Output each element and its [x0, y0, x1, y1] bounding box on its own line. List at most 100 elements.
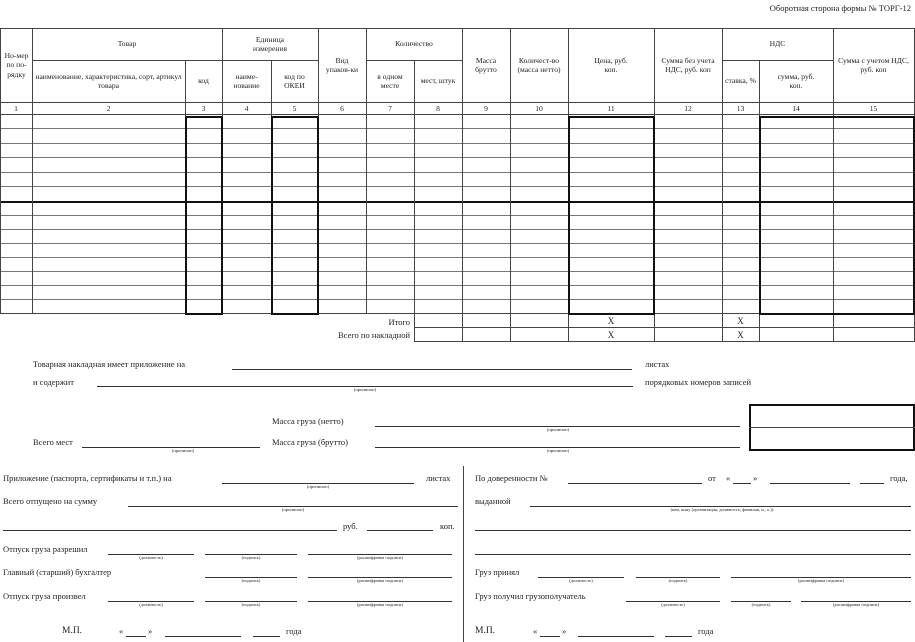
attachments-field[interactable] — [222, 483, 414, 484]
proxy-month-field[interactable] — [770, 483, 850, 484]
proxy-day-field[interactable] — [733, 483, 751, 484]
attachment-sheets-label: листах — [645, 359, 670, 369]
cargo-allowed-decode-field[interactable] — [308, 554, 452, 555]
attachments-sheets-label: листах — [426, 473, 451, 483]
released-sum-rub-field[interactable] — [3, 530, 337, 531]
table-row[interactable] — [0, 157, 915, 158]
words-hint: (прописью) — [546, 427, 570, 432]
cargo-allowed-signature-field[interactable] — [205, 554, 297, 555]
column-number: 11 — [607, 104, 615, 113]
price-total-x: X — [607, 316, 615, 326]
released-sum-kop-field[interactable] — [367, 530, 433, 531]
cargo-allowed-label: Отпуск груза разрешил — [3, 544, 88, 554]
signature-hint: (подпись) — [751, 602, 771, 607]
decode-hint: (расшифровка подписи) — [798, 578, 844, 583]
header-quantity-group: Количество — [395, 39, 433, 49]
words-hint: (прописью) — [281, 507, 305, 512]
vat-rate-grand-total-x: X — [737, 330, 744, 340]
header-gross-mass: Масса брутто — [475, 55, 497, 74]
cargo-accepted-label: Груз принял — [475, 567, 520, 577]
header-price: Цена, руб. коп. — [594, 55, 628, 74]
position-hint: (должность) — [139, 602, 163, 607]
chief-accountant-signature-field[interactable] — [205, 577, 297, 578]
position-hint: (должность) — [139, 555, 163, 560]
cargo-received-position-field[interactable] — [626, 601, 720, 602]
table-row[interactable] — [0, 285, 915, 286]
column-number: 10 — [535, 104, 543, 113]
attachment-text: Товарная накладная имеет приложение на — [33, 359, 186, 369]
signature-hint: (подпись) — [241, 555, 261, 560]
table-row[interactable] — [0, 229, 915, 230]
table-row[interactable] — [0, 271, 915, 272]
attachments-label: Приложение (паспорта, сертификаты и т.п.… — [3, 473, 172, 483]
issued-hint: (кем, кому (организация, должность, фами… — [670, 507, 774, 512]
proxy-year-label: года, — [890, 473, 908, 483]
section-divider — [463, 466, 464, 642]
issued-field-line3[interactable] — [475, 554, 911, 555]
cargo-received-label: Груз получил грузополучатель — [475, 591, 586, 601]
table-row[interactable] — [0, 186, 915, 187]
right-quote-close: » — [562, 626, 567, 636]
signature-hint: (подпись) — [241, 602, 261, 607]
cargo-accepted-decode-field[interactable] — [731, 577, 911, 578]
right-year-label: года — [698, 626, 714, 636]
column-number: 14 — [792, 104, 800, 113]
table-row[interactable] — [0, 143, 915, 144]
column-number: 15 — [869, 104, 878, 113]
grand-total-label: Всего по накладной — [337, 330, 410, 340]
table-row[interactable] — [0, 299, 915, 300]
left-quote-close: » — [148, 626, 153, 636]
header-unit-okei: код по ОКЕИ — [284, 71, 305, 90]
cargo-accepted-signature-field[interactable] — [636, 577, 720, 578]
issued-field-line2[interactable] — [475, 530, 911, 531]
cargo-accepted-position-field[interactable] — [538, 577, 624, 578]
proxy-number-field[interactable] — [568, 483, 702, 484]
attachment-records-field[interactable] — [97, 386, 633, 387]
total-places-label: Всего мест — [33, 437, 73, 447]
chief-accountant-decode-field[interactable] — [308, 577, 452, 578]
issued-field[interactable] — [530, 506, 911, 507]
cargo-released-label: Отпуск груза произвел — [3, 591, 86, 601]
left-month-field[interactable] — [165, 636, 241, 637]
right-year-field[interactable] — [665, 636, 692, 637]
proxy-quote-close: » — [753, 473, 758, 483]
proxy-year-field[interactable] — [860, 483, 884, 484]
header-unit-group: Единица измерения — [253, 34, 287, 53]
gross-mass-field[interactable] — [375, 447, 740, 448]
column-number: 1 — [14, 104, 18, 113]
cargo-received-signature-field[interactable] — [731, 601, 791, 602]
net-mass-field[interactable] — [375, 426, 740, 427]
column-number: 8 — [436, 104, 440, 113]
cargo-released-decode-field[interactable] — [308, 601, 452, 602]
decode-hint: (расшифровка подписи) — [357, 602, 403, 607]
attachment-contains-label: и содержит — [33, 377, 74, 387]
header-package-type: Вид упаков-ки — [325, 55, 359, 74]
right-day-field[interactable] — [540, 636, 560, 637]
column-number: 7 — [388, 104, 392, 113]
cargo-allowed-position-field[interactable] — [108, 554, 194, 555]
issued-label: выданной — [475, 496, 511, 506]
header-row-number: Но-мер по по-рядку — [4, 50, 29, 79]
table-row[interactable] — [0, 215, 915, 216]
right-month-field[interactable] — [578, 636, 654, 637]
total-places-field[interactable] — [82, 447, 260, 448]
price-grand-total-x: X — [607, 330, 615, 340]
form-title: Оборотная сторона формы № ТОРГ-12 — [769, 3, 911, 13]
table-row[interactable] — [0, 128, 915, 129]
cargo-released-position-field[interactable] — [108, 601, 194, 602]
left-quote-open: « — [119, 626, 124, 636]
column-number: 5 — [292, 104, 297, 113]
proxy-from-label: от — [708, 473, 716, 483]
proxy-label: По доверенности № — [475, 473, 548, 483]
cargo-received-decode-field[interactable] — [801, 601, 911, 602]
header-vat-group: НДС — [769, 39, 786, 49]
left-year-field[interactable] — [253, 636, 280, 637]
released-sum-field[interactable] — [128, 506, 458, 507]
cargo-released-signature-field[interactable] — [205, 601, 297, 602]
table-row[interactable] — [0, 257, 915, 258]
table-row[interactable] — [0, 243, 915, 244]
left-stamp-label: М.П. — [62, 626, 83, 636]
table-row[interactable] — [0, 172, 915, 173]
left-day-field[interactable] — [126, 636, 146, 637]
attachment-sheets-field[interactable] — [232, 369, 632, 370]
